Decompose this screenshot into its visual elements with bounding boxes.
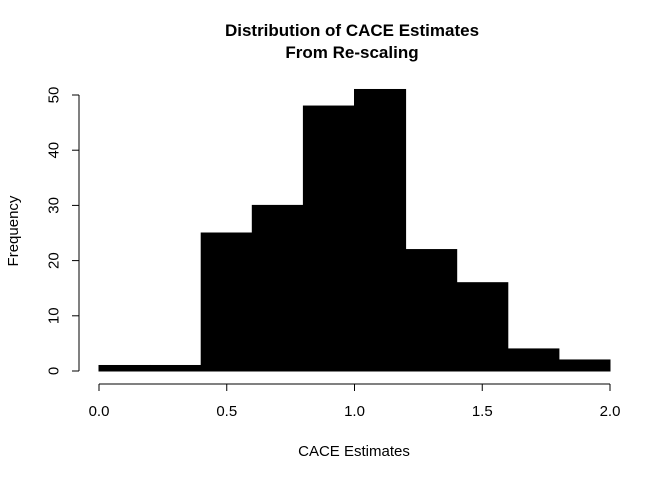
x-tick-label: 0.5 <box>216 403 237 420</box>
x-tick-label: 1.0 <box>344 403 365 420</box>
y-axis-label: Frequency <box>5 195 22 266</box>
histogram-bar <box>354 88 407 372</box>
x-axis: 0.0 0.5 1.0 1.5 2.0 <box>89 383 621 420</box>
x-axis-label: CACE Estimates <box>298 443 410 460</box>
y-tick-label: 30 <box>46 197 63 214</box>
histogram-bar <box>149 364 202 372</box>
histogram-bar <box>251 204 304 372</box>
y-tick-label: 0 <box>46 367 63 375</box>
y-tick-label: 50 <box>46 87 63 104</box>
y-axis: 0 10 20 30 40 50 <box>46 87 80 375</box>
y-tick-label: 20 <box>46 252 63 269</box>
histogram-bar <box>302 105 355 372</box>
histogram-bar <box>200 232 253 372</box>
histogram-bar <box>507 348 560 372</box>
x-tick-label: 2.0 <box>600 403 621 420</box>
histogram-bar <box>98 364 151 372</box>
histogram-bar <box>405 249 458 372</box>
histogram-bar <box>456 282 509 372</box>
histogram-bar <box>558 359 611 372</box>
bars-group <box>98 88 611 372</box>
chart-subtitle: From Re-scaling <box>285 43 418 62</box>
y-tick-label: 10 <box>46 307 63 324</box>
y-tick-label: 40 <box>46 142 63 159</box>
x-tick-label: 1.5 <box>472 403 493 420</box>
chart-title: Distribution of CACE Estimates <box>225 21 479 40</box>
x-tick-label: 0.0 <box>89 403 110 420</box>
